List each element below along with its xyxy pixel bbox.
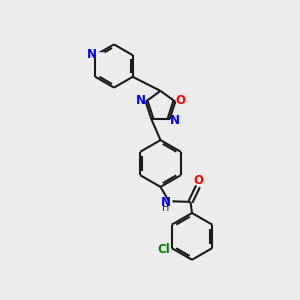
Text: H: H xyxy=(162,203,169,213)
Text: O: O xyxy=(176,94,185,107)
Text: Cl: Cl xyxy=(157,243,170,256)
Text: N: N xyxy=(170,113,180,127)
Text: O: O xyxy=(193,174,203,188)
Text: N: N xyxy=(87,47,97,61)
Text: N: N xyxy=(136,94,146,107)
Text: N: N xyxy=(161,196,171,209)
